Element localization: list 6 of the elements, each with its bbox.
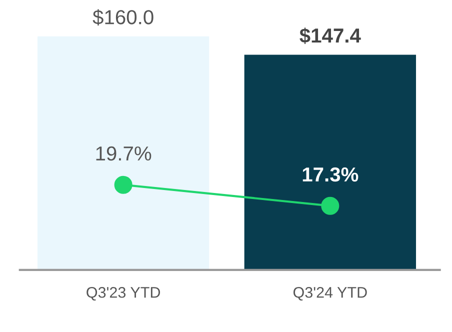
data-label: $160.0 <box>92 9 154 26</box>
x-tick-label: Q3'23 YTD <box>86 286 160 301</box>
data-label: 17.3% <box>302 167 358 182</box>
data-label: $147.4 <box>300 28 361 44</box>
data-label: 19.7% <box>96 146 152 161</box>
x-tick-label: Q3'24 YTD <box>293 286 367 301</box>
